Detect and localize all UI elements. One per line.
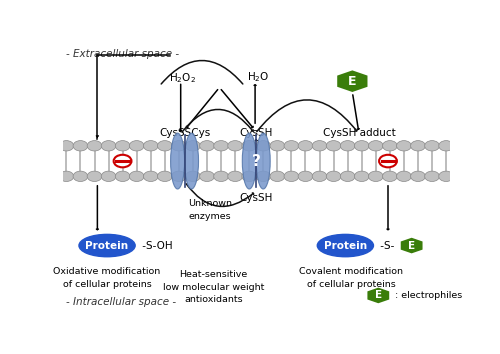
Circle shape	[59, 171, 74, 182]
Text: CysSH: CysSH	[240, 129, 273, 138]
Circle shape	[172, 171, 186, 182]
Text: - Extracellular space -: - Extracellular space -	[66, 49, 180, 59]
Ellipse shape	[184, 133, 198, 189]
Circle shape	[284, 141, 299, 151]
Text: Protein: Protein	[86, 241, 128, 251]
Polygon shape	[368, 289, 388, 302]
Text: E: E	[408, 241, 415, 251]
Circle shape	[101, 171, 116, 182]
Text: H$_2$O: H$_2$O	[247, 70, 270, 84]
Circle shape	[410, 141, 426, 151]
Circle shape	[214, 171, 228, 182]
Circle shape	[158, 141, 172, 151]
Circle shape	[116, 171, 130, 182]
Circle shape	[284, 171, 299, 182]
Text: -S-OH: -S-OH	[139, 241, 172, 251]
Text: H$_2$O$_2$: H$_2$O$_2$	[169, 72, 196, 85]
Circle shape	[130, 171, 144, 182]
Circle shape	[73, 141, 88, 151]
Circle shape	[326, 141, 341, 151]
Text: E: E	[375, 290, 382, 301]
Circle shape	[73, 171, 88, 182]
Circle shape	[270, 141, 284, 151]
Circle shape	[368, 171, 383, 182]
Ellipse shape	[318, 234, 374, 257]
Text: ?: ?	[252, 154, 260, 169]
Ellipse shape	[242, 133, 256, 189]
Circle shape	[326, 171, 341, 182]
Circle shape	[144, 171, 158, 182]
Circle shape	[256, 141, 270, 151]
Circle shape	[186, 141, 200, 151]
Circle shape	[200, 171, 214, 182]
Text: Protein: Protein	[324, 241, 367, 251]
Text: CysSSCys: CysSSCys	[159, 129, 210, 138]
Circle shape	[114, 155, 132, 167]
Text: CysSH adduct: CysSH adduct	[322, 129, 396, 138]
Circle shape	[87, 141, 102, 151]
Circle shape	[59, 141, 74, 151]
Circle shape	[87, 171, 102, 182]
Circle shape	[439, 141, 454, 151]
Circle shape	[172, 141, 186, 151]
Circle shape	[439, 171, 454, 182]
Text: : electrophiles: : electrophiles	[392, 291, 462, 300]
Circle shape	[424, 141, 440, 151]
Circle shape	[101, 141, 116, 151]
Circle shape	[354, 171, 369, 182]
Circle shape	[200, 141, 214, 151]
Circle shape	[242, 171, 256, 182]
Circle shape	[379, 155, 397, 167]
Text: Heat-sensitive
low molecular weight
antioxidants: Heat-sensitive low molecular weight anti…	[163, 270, 264, 304]
Text: Covalent modification
of cellular proteins: Covalent modification of cellular protei…	[299, 267, 403, 289]
Text: CysSH: CysSH	[240, 193, 273, 203]
Text: - Intracellular space -: - Intracellular space -	[66, 297, 176, 307]
Polygon shape	[338, 72, 366, 91]
Circle shape	[228, 141, 242, 151]
Circle shape	[298, 171, 313, 182]
Circle shape	[382, 171, 397, 182]
Circle shape	[396, 141, 411, 151]
Circle shape	[382, 141, 397, 151]
Circle shape	[116, 141, 130, 151]
Circle shape	[130, 141, 144, 151]
Circle shape	[368, 141, 383, 151]
Text: Oxidative modification
of cellular proteins: Oxidative modification of cellular prote…	[54, 267, 160, 289]
Ellipse shape	[256, 133, 270, 189]
Ellipse shape	[170, 133, 184, 189]
Polygon shape	[402, 239, 421, 252]
Circle shape	[158, 171, 172, 182]
Circle shape	[354, 141, 369, 151]
Circle shape	[298, 141, 313, 151]
Circle shape	[424, 171, 440, 182]
Circle shape	[256, 171, 270, 182]
Circle shape	[396, 171, 411, 182]
Circle shape	[270, 171, 284, 182]
Circle shape	[242, 141, 256, 151]
Circle shape	[144, 141, 158, 151]
Circle shape	[214, 141, 228, 151]
Circle shape	[312, 141, 327, 151]
Circle shape	[312, 171, 327, 182]
Text: -S-: -S-	[377, 241, 394, 251]
Ellipse shape	[79, 234, 135, 257]
Circle shape	[340, 141, 355, 151]
Circle shape	[410, 171, 426, 182]
Circle shape	[186, 171, 200, 182]
Text: E: E	[348, 75, 356, 88]
Circle shape	[340, 171, 355, 182]
Text: Unknown
enzymes: Unknown enzymes	[188, 199, 232, 221]
Circle shape	[228, 171, 242, 182]
